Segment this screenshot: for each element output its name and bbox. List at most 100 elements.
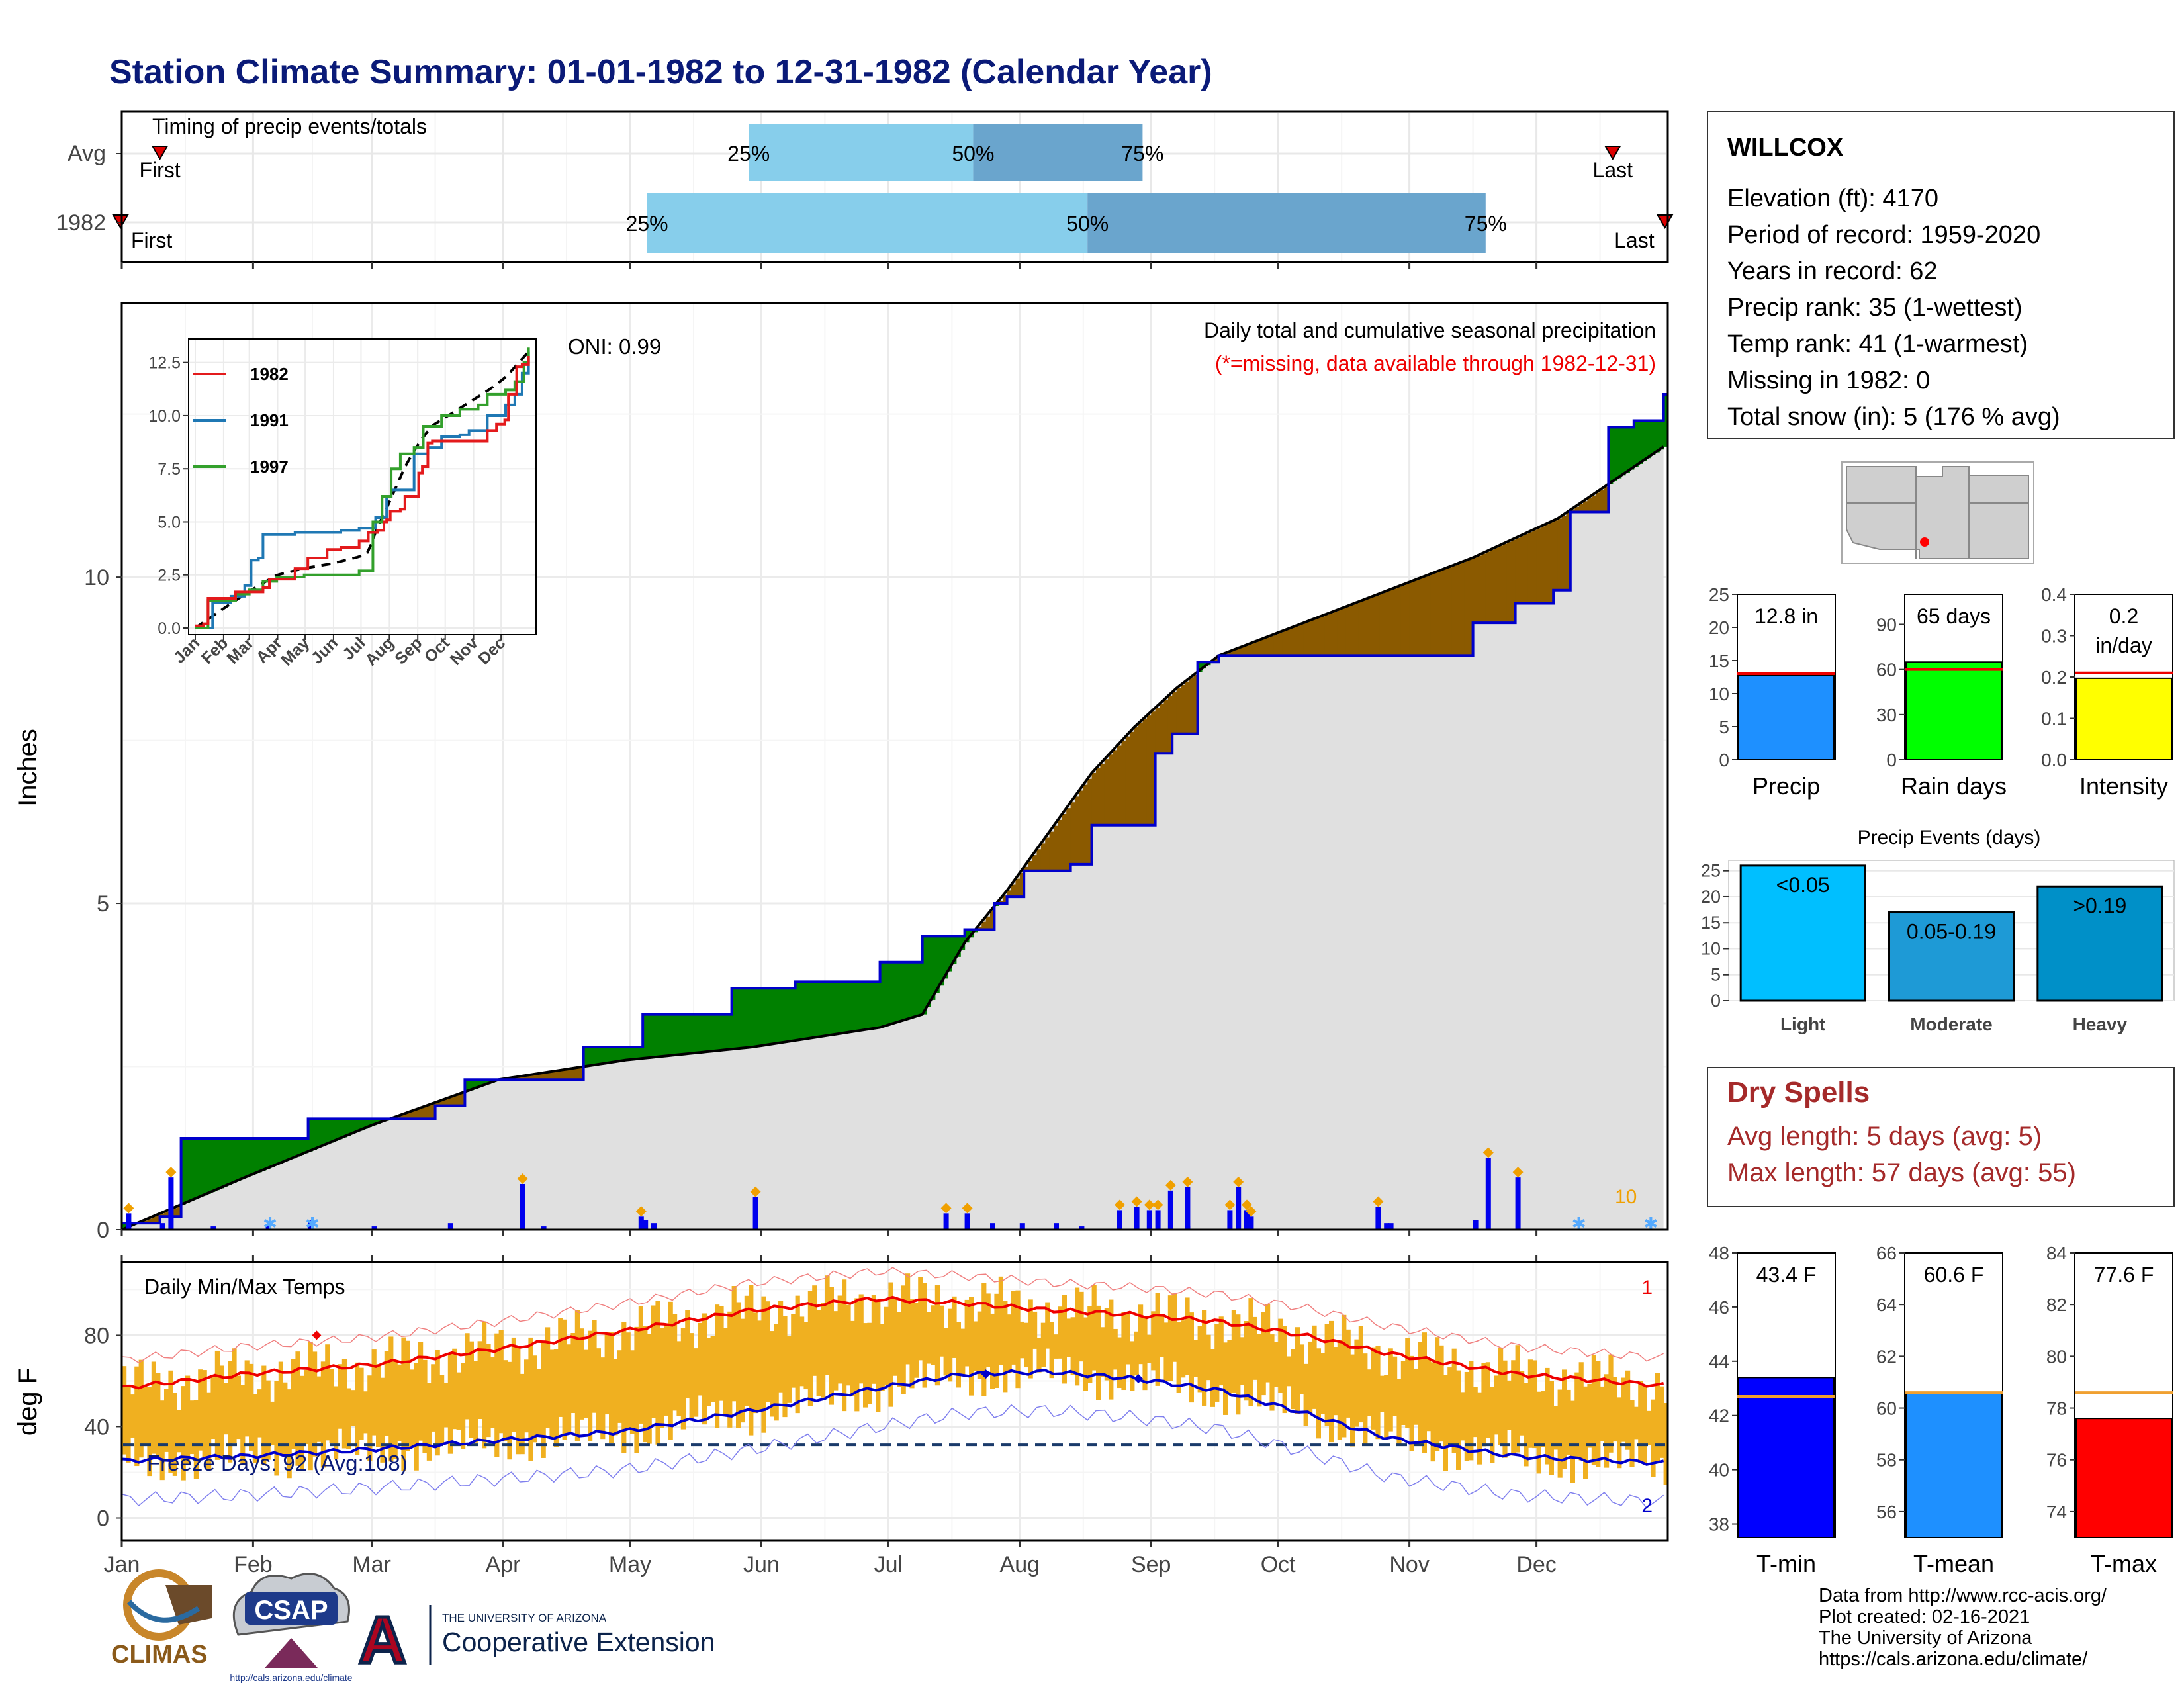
record-day-marker-icon: [981, 1369, 991, 1379]
precip-ylabel: Inches: [13, 729, 42, 807]
avg-last-label: Last: [1593, 158, 1633, 182]
inset-legend-1991: 1991: [250, 410, 289, 430]
heavy-event-marker-icon: [1512, 1167, 1524, 1178]
precip-panel: ✱ ✱ ✱ ✱ 0 5 10 Inches ONI: 0.99 Daily total a…: [13, 302, 1669, 1262]
heavy-event-marker-icon: [1246, 1206, 1257, 1217]
t-min-ytick-label: 42: [1709, 1406, 1729, 1426]
t-max-value-bar: [2075, 1418, 2172, 1539]
precip-ytick-label: 0: [1719, 750, 1729, 770]
daily-precip-bar: [990, 1223, 995, 1230]
events-category-label: Heavy: [2073, 1014, 2128, 1034]
precip-ytick-label: 5: [97, 891, 109, 917]
month-axis-label: Oct: [1261, 1552, 1296, 1577]
credit-line-2: Plot created: 02-16-2021: [1819, 1606, 2030, 1627]
daily-precip-bar: [1473, 1220, 1479, 1230]
daily-precip-bar: [1236, 1187, 1242, 1230]
daily-precip-bar: [964, 1213, 970, 1230]
station-info-line: Temp rank: 41 (1-warmest): [1727, 330, 2028, 358]
precip-value-bar: [1738, 674, 1835, 760]
events-bar-label: <0.05: [1776, 873, 1830, 897]
daily-precip-bar: [1117, 1210, 1122, 1230]
heavy-event-marker-icon: [1482, 1147, 1494, 1158]
station-info-line: Precip rank: 35 (1-wettest): [1727, 294, 2023, 322]
inset-ytick-label: 0.0: [158, 619, 181, 638]
t-mean-ytick-label: 56: [1876, 1502, 1897, 1522]
cooperative-extension-text: Cooperative Extension: [442, 1627, 715, 1657]
page-title: Station Climate Summary: 01-01-1982 to 1…: [109, 53, 1212, 91]
precip-events-title: Precip Events (days): [1858, 827, 2041, 848]
month-axis-label: Nov: [1389, 1552, 1429, 1577]
t-min-ytick-label: 38: [1709, 1514, 1729, 1535]
t-max-ytick-label: 82: [2046, 1295, 2067, 1315]
precip-ytick-label: 25: [1709, 584, 1729, 605]
rain-days-ytick-label: 90: [1876, 614, 1897, 635]
heavy-event-marker-icon: [940, 1203, 952, 1214]
month-axis-label: Jun: [743, 1552, 780, 1577]
avg-first-label: First: [139, 158, 180, 182]
month-axis-label: Feb: [234, 1552, 273, 1577]
climas-logo-text: CLIMAS: [111, 1641, 208, 1668]
record-max-line: [122, 1267, 1664, 1364]
rain-days-value-bar: [1905, 661, 2002, 760]
daily-precip-bar: [1079, 1226, 1085, 1230]
daily-precip-bar: [1248, 1216, 1254, 1230]
station-marker-icon: [1920, 537, 1929, 547]
heavy-event-marker-icon: [1152, 1199, 1163, 1211]
temp-ylabel: deg F: [13, 1368, 42, 1436]
station-location-map: [1841, 461, 2034, 564]
record-min-count: 2: [1641, 1495, 1653, 1517]
daily-precip-bar: [1227, 1210, 1233, 1230]
precip-ytick-label: 20: [1709, 617, 1729, 638]
heavy-event-marker-icon: [1224, 1199, 1236, 1211]
avg-min-line: [122, 1369, 1664, 1466]
t-max-value-label: 77.6 F: [2094, 1263, 2154, 1287]
avg-last-marker-icon: [1604, 146, 1621, 160]
heavy-event-marker-icon: [1373, 1196, 1384, 1207]
rain-days-label: Rain days: [1901, 772, 2007, 800]
station-info-box: WILLCOX Elevation (ft): 4170 Period of re…: [1707, 111, 2175, 439]
inset-1982-line: [195, 356, 530, 627]
daily-precip-bar: [1515, 1177, 1521, 1230]
precip-label: Precip: [1752, 772, 1820, 800]
daily-precip-bar: [1388, 1223, 1394, 1230]
month-axis-label: Aug: [1000, 1552, 1040, 1577]
month-axis-label: May: [609, 1552, 651, 1577]
events-category-label: Light: [1780, 1014, 1825, 1034]
timing-avg-q2-bar: [973, 124, 1143, 181]
t-max-ytick-label: 74: [2046, 1502, 2067, 1522]
csap-logo-text: CSAP: [254, 1596, 328, 1625]
heavy-event-marker-icon: [1131, 1196, 1142, 1207]
intensity-mini-chart: 0.0 0.1 0.2 0.3 0.4 0.2 in/day Intensity: [2041, 584, 2173, 800]
daily-precip-bar: [1185, 1226, 1191, 1230]
heavy-event-marker-icon: [165, 1167, 177, 1178]
daily-precip-bar: [168, 1177, 174, 1230]
station-info-line: Period of record: 1959-2020: [1727, 221, 2040, 249]
dry-spells-title: Dry Spells: [1727, 1076, 1870, 1109]
t-min-ytick-label: 44: [1709, 1351, 1729, 1372]
daily-precip-bar: [1375, 1207, 1381, 1230]
heavy-event-marker-icon: [1165, 1179, 1176, 1191]
daily-precip-bar: [371, 1226, 377, 1230]
heavy-event-marker-icon: [123, 1203, 134, 1214]
t-max-ytick-label: 84: [2046, 1243, 2067, 1263]
record-day-marker-icon: [312, 1330, 322, 1340]
timing-panel: Timing of precip events/totals Avg 1982 …: [56, 110, 1702, 269]
events-bar-moderate: [1888, 911, 2015, 1002]
heavy-event-marker-icon: [1182, 1176, 1193, 1187]
dry-spells-max: Max length: 57 days (avg: 55): [1727, 1158, 2076, 1187]
intensity-ytick-label: 0.4: [2041, 584, 2067, 605]
daily-precip-bar: [1146, 1210, 1152, 1230]
daily-precip-bar: [210, 1226, 216, 1230]
t-mean-ytick-label: 62: [1876, 1346, 1897, 1367]
events-ytick-label: 20: [1701, 887, 1721, 907]
dry-spells-avg: Avg length: 5 days (avg: 5): [1727, 1122, 2042, 1151]
precip-missing-note: (*=missing, data available through 1982-…: [1215, 351, 1656, 375]
credit-line-4: https://cals.arizona.edu/climate/: [1819, 1649, 2088, 1670]
month-axis-label: Apr: [486, 1552, 521, 1577]
daily-precip-bar: [1054, 1223, 1059, 1230]
t-max-label: T-max: [2091, 1550, 2157, 1577]
rain-days-ytick-label: 0: [1886, 750, 1897, 770]
rain-days-value-label: 65 days: [1917, 604, 1991, 628]
